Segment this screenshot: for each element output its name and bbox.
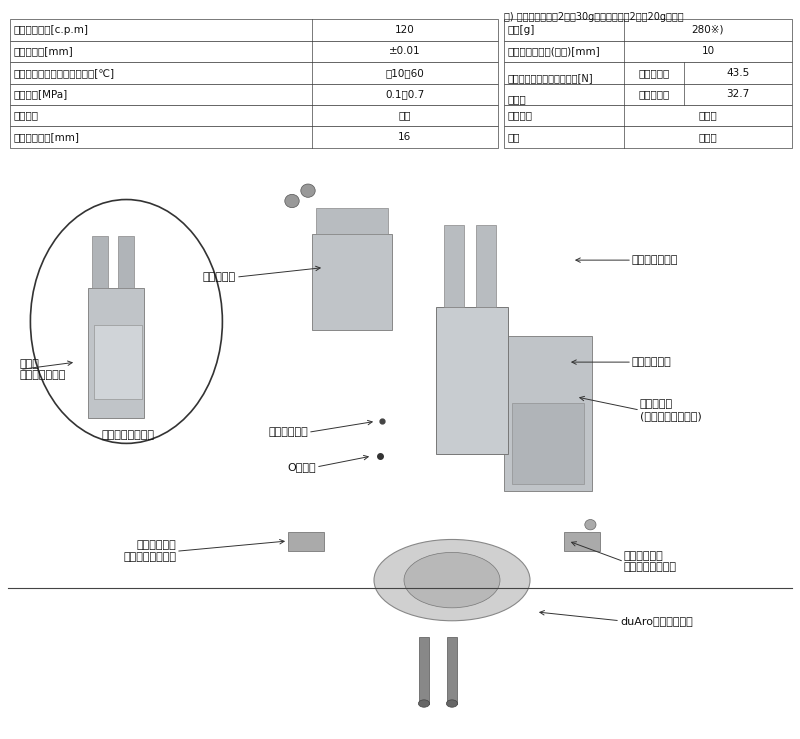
Bar: [94, 325, 142, 399]
Text: 43.5: 43.5: [726, 68, 750, 78]
Text: Oリング: Oリング: [287, 462, 316, 472]
Text: 保護カバー
(オートスイッチ側): 保護カバー (オートスイッチ側): [640, 399, 702, 421]
Ellipse shape: [404, 553, 500, 607]
Text: 無接点
オートスイッチ: 無接点 オートスイッチ: [20, 358, 66, 381]
Bar: [316, 208, 388, 234]
Text: 無給油: 無給油: [698, 132, 718, 142]
Text: 作動方式: 作動方式: [508, 111, 533, 120]
Bar: [419, 637, 429, 704]
Bar: [447, 637, 457, 704]
Bar: [504, 19, 792, 41]
Ellipse shape: [374, 539, 530, 621]
Text: 空気: 空気: [398, 111, 411, 120]
Bar: [288, 532, 324, 551]
Text: 保護カバー: 保護カバー: [203, 272, 236, 282]
Bar: [312, 234, 392, 330]
Text: 使用圧力[MPa]: 使用圧力[MPa]: [14, 89, 68, 99]
Text: 32.7: 32.7: [726, 89, 750, 99]
Text: 繰返し精度[mm]: 繰返し精度[mm]: [14, 47, 74, 56]
Ellipse shape: [418, 700, 430, 707]
Text: 使用流体: 使用流体: [14, 111, 38, 120]
Text: 注) アタッチメント2ケ：30g、保護カバー2ケ：20g含む。: 注) アタッチメント2ケ：30g、保護カバー2ケ：20g含む。: [504, 12, 684, 22]
Text: duAro取付フランジ: duAro取付フランジ: [620, 616, 693, 626]
Text: 内径把持力: 内径把持力: [638, 68, 670, 78]
Text: 10: 10: [702, 47, 714, 56]
Text: 16: 16: [398, 132, 411, 142]
Bar: [504, 41, 792, 62]
Text: 0.1～0.7: 0.1～0.7: [385, 89, 425, 99]
Text: 複動形: 複動形: [698, 111, 718, 120]
Text: シリンダ内径[mm]: シリンダ内径[mm]: [14, 132, 79, 142]
Text: 質量[g]: 質量[g]: [508, 25, 535, 35]
Text: アタッチメント: アタッチメント: [632, 255, 678, 265]
Ellipse shape: [446, 700, 458, 707]
Bar: [504, 105, 792, 126]
Bar: [10, 105, 498, 126]
Bar: [564, 532, 600, 551]
Bar: [10, 62, 498, 84]
Bar: [92, 236, 108, 288]
Ellipse shape: [285, 194, 299, 208]
Text: エアグリッパ: エアグリッパ: [632, 357, 672, 367]
Bar: [436, 307, 508, 454]
Text: フィンガ閉用
ワンタッチ管継手: フィンガ閉用 ワンタッチ管継手: [123, 540, 176, 562]
Text: 120: 120: [395, 25, 414, 35]
Bar: [10, 84, 498, 105]
Bar: [504, 126, 792, 148]
Text: 最高使用頼度[c.p.m]: 最高使用頼度[c.p.m]: [14, 25, 89, 35]
Text: 給油: 給油: [508, 132, 521, 142]
Bar: [504, 336, 592, 491]
Ellipse shape: [301, 184, 315, 197]
Text: 把持力: 把持力: [508, 95, 526, 105]
Text: 開閉ストローク(両側)[mm]: 開閉ストローク(両側)[mm]: [508, 47, 601, 56]
Bar: [504, 62, 792, 84]
Bar: [118, 236, 134, 288]
Text: オートスイッチ側: オートスイッチ側: [102, 429, 154, 440]
Text: ±0.01: ±0.01: [389, 47, 421, 56]
Text: 280※): 280※): [692, 25, 724, 35]
Bar: [10, 41, 498, 62]
Bar: [476, 225, 496, 307]
Bar: [88, 288, 144, 418]
Text: 周囲温度および使用流体温度[℃]: 周囲温度および使用流体温度[℃]: [14, 68, 114, 78]
Text: 外径把持力: 外径把持力: [638, 89, 670, 99]
Bar: [444, 225, 464, 307]
Bar: [10, 19, 498, 41]
Text: フィンガ開用
ワンタッチ管継手: フィンガ開用 ワンタッチ管継手: [624, 551, 677, 573]
Bar: [10, 126, 498, 148]
Text: フィンガ１ヶ当たり実効値[N]: フィンガ１ヶ当たり実効値[N]: [508, 73, 594, 84]
Bar: [512, 403, 584, 484]
Ellipse shape: [585, 520, 596, 530]
Text: 位置決めピン: 位置決めピン: [268, 427, 308, 437]
Bar: [504, 84, 792, 105]
Text: －10～60: －10～60: [386, 68, 424, 78]
